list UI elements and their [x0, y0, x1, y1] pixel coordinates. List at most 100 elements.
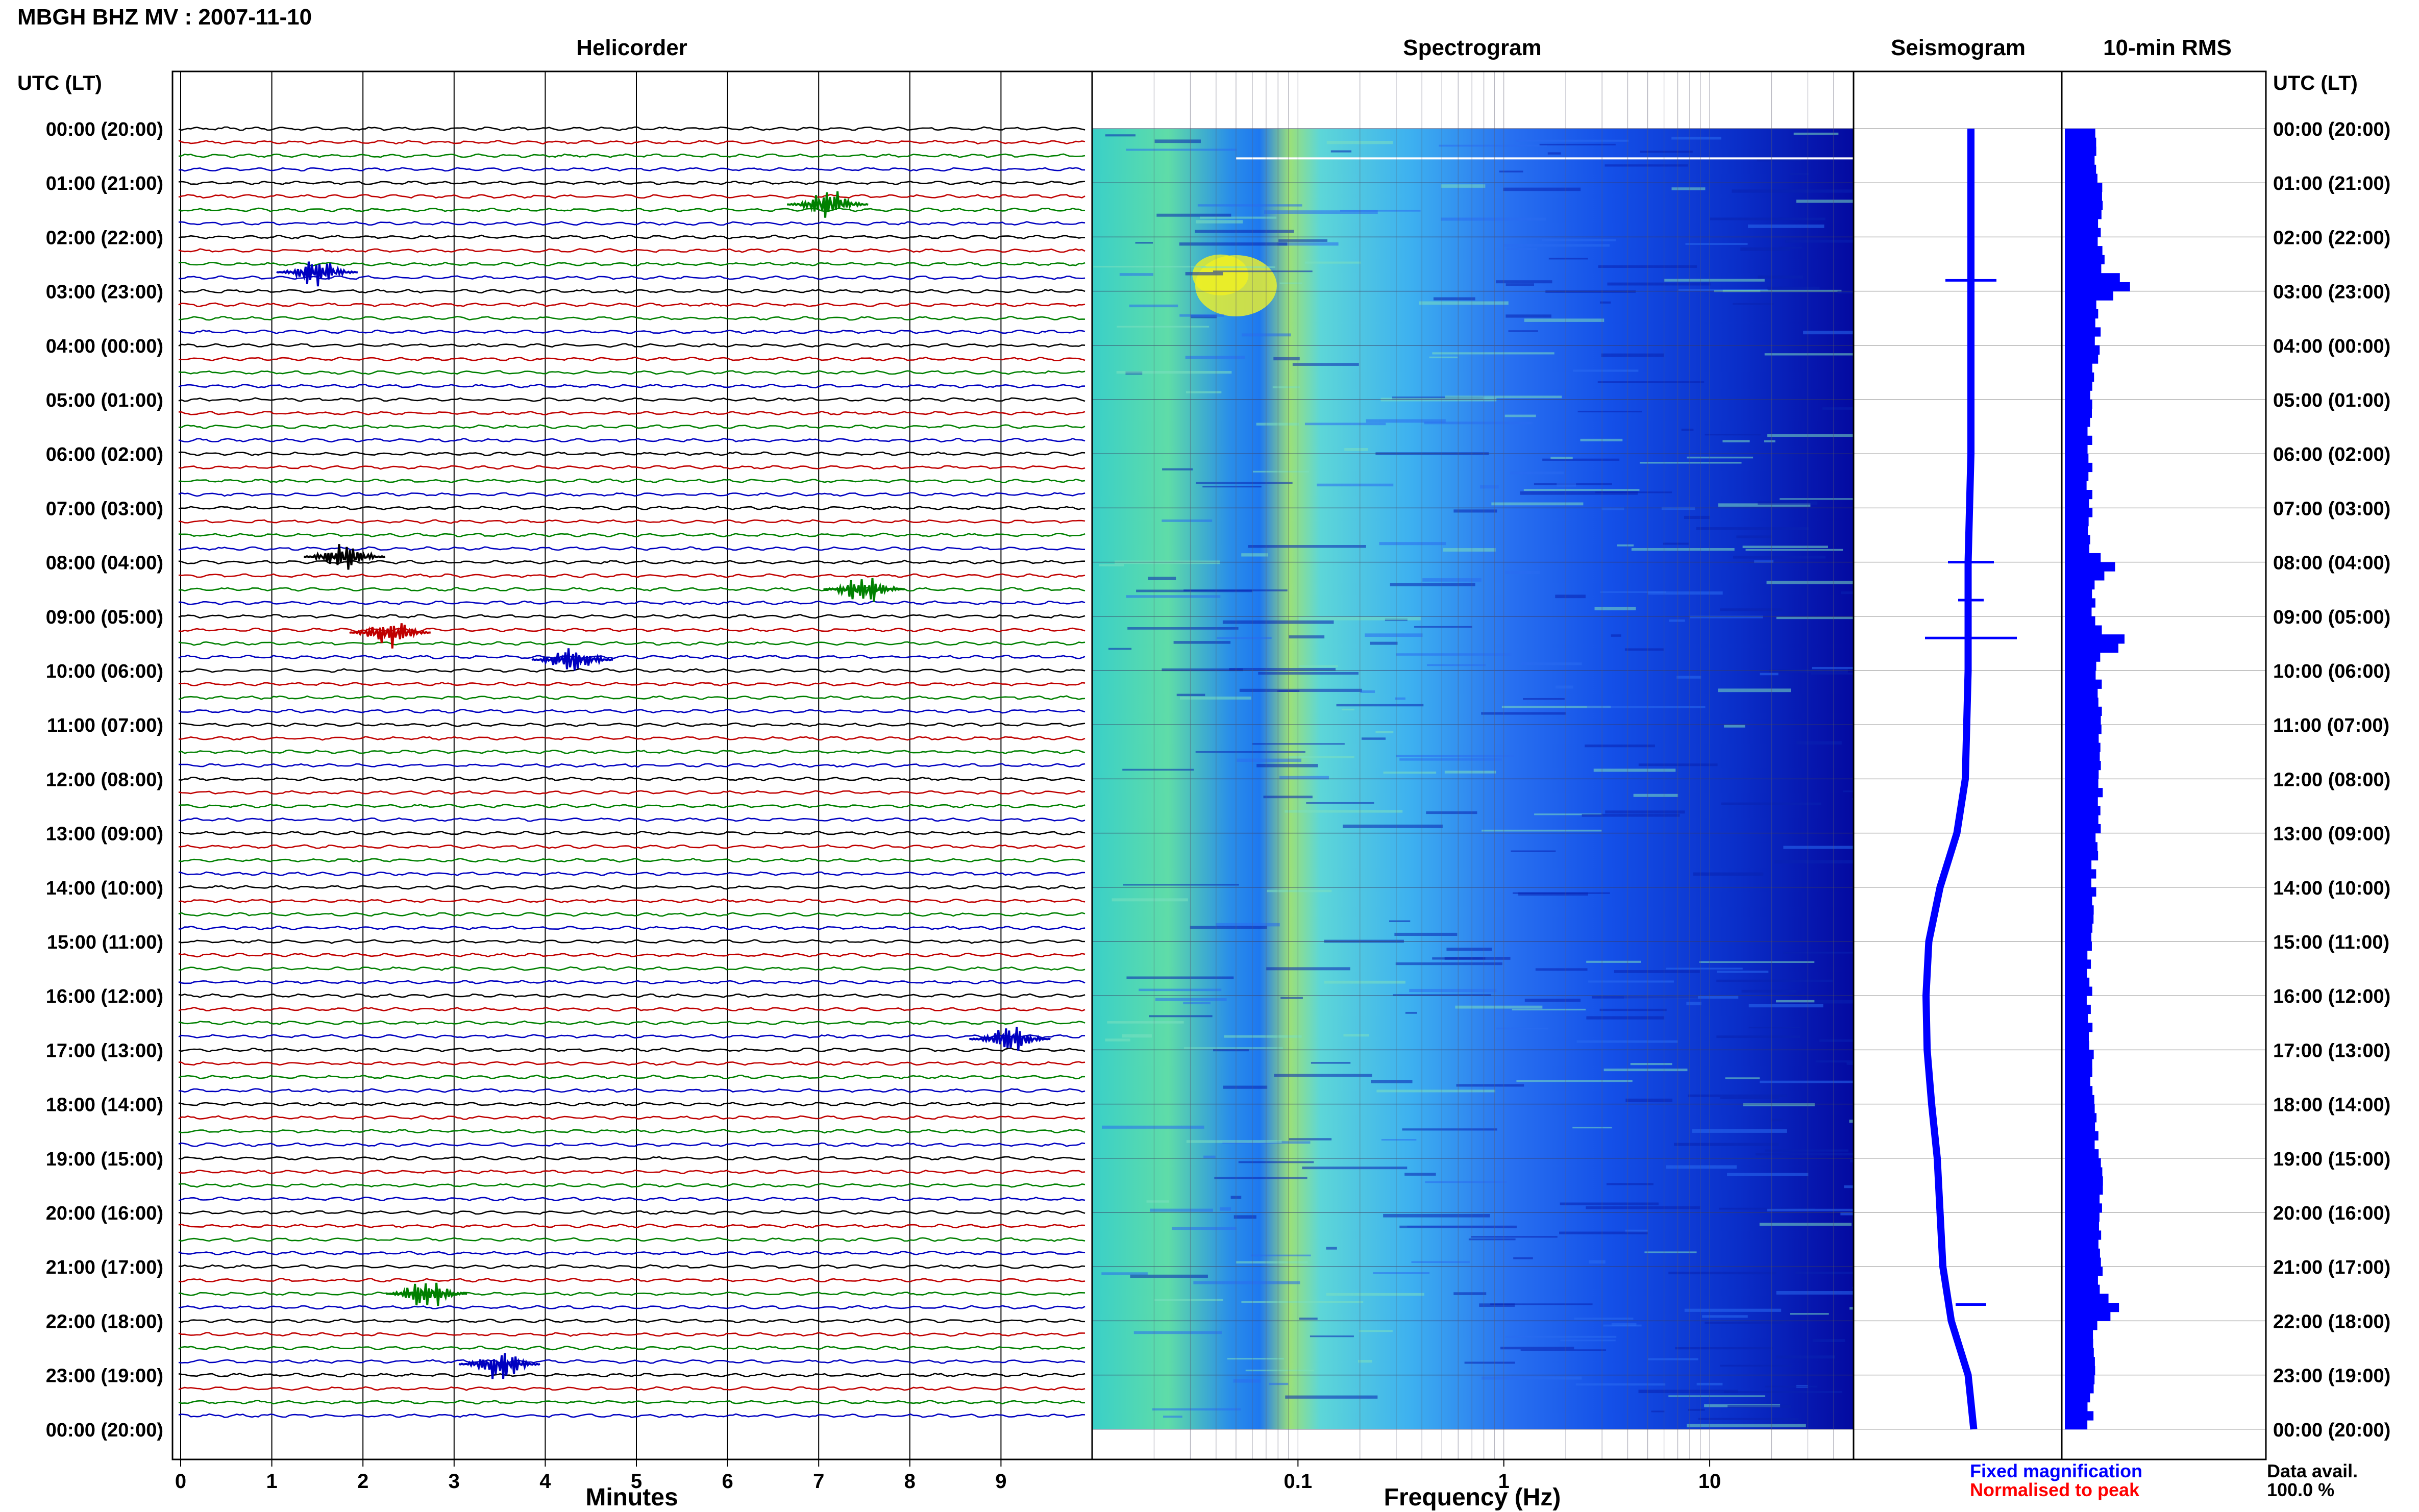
spectrogram-streak — [1803, 331, 1854, 335]
spectrogram-streak — [1427, 664, 1486, 666]
spectrogram-streak — [1743, 1103, 1815, 1106]
spectrogram-streak — [1764, 353, 1854, 356]
rms-bar — [2065, 390, 2090, 400]
spectrogram-streak — [1292, 363, 1359, 366]
time-label-right: 13:00 (09:00) — [2273, 824, 2390, 845]
spectrogram-streak — [1383, 771, 1437, 774]
spectrogram-streak — [1163, 1416, 1182, 1418]
rms-bar — [2065, 255, 2105, 264]
rms-bar — [2065, 490, 2092, 500]
spectrogram-streak — [1790, 173, 1809, 175]
rms-bar — [2065, 309, 2099, 319]
spectrogram-streak — [1796, 200, 1854, 203]
spectrogram-streak — [1559, 1231, 1648, 1234]
spectrogram-streak — [1180, 697, 1251, 700]
spectrogram-streak — [1241, 553, 1268, 557]
spectrogram-streak — [1696, 527, 1809, 530]
time-label-right: 10:00 (06:00) — [2273, 661, 2390, 682]
spectrogram-streak — [1468, 1238, 1516, 1241]
rms-bar — [2065, 1230, 2102, 1240]
rms-bar — [2065, 625, 2102, 635]
rms-bar — [2065, 481, 2087, 490]
spectrogram-streak — [1718, 688, 1791, 692]
spectrogram-streak — [1122, 769, 1194, 771]
rms-bar — [2065, 688, 2098, 698]
helicorder-trace — [178, 1413, 1085, 1418]
spectrogram-streak — [1139, 988, 1222, 992]
spectrogram-streak — [1239, 688, 1362, 692]
rms-bar — [2065, 291, 2113, 301]
spectrogram-streak — [1585, 745, 1655, 748]
rms-bar — [2065, 129, 2095, 138]
spectrogram-streak — [1684, 515, 1710, 519]
spectrogram-streak — [1252, 743, 1345, 745]
spectrogram-streak — [1190, 926, 1268, 929]
spectrogram-streak — [1766, 581, 1854, 584]
spectrogram-streak — [1640, 151, 1693, 153]
time-label-left: 20:00 (16:00) — [46, 1203, 163, 1224]
time-label-right: 21:00 (17:00) — [2273, 1257, 2390, 1278]
spectrogram-streak — [1732, 189, 1853, 193]
spectrogram-streak — [1414, 626, 1472, 628]
spectrogram-streak — [1513, 1257, 1533, 1259]
helicorder-trace — [178, 193, 1085, 199]
spectrogram-streak — [1705, 1322, 1785, 1324]
rms-bar — [2065, 1113, 2097, 1123]
spectrogram-streak — [1424, 422, 1533, 425]
time-label-right: 07:00 (03:00) — [2273, 498, 2390, 519]
spectrogram-streak — [1357, 1360, 1372, 1363]
helicorder-trace — [178, 343, 1085, 348]
helicorder-trace — [178, 1020, 1085, 1025]
rms-bar — [2065, 580, 2095, 590]
spectrogram-streak — [1504, 414, 1536, 417]
spectrogram-streak — [1586, 1206, 1701, 1209]
helicorder-trace — [178, 370, 1085, 375]
helicorder-event — [969, 1027, 1051, 1051]
spectrogram-streak — [1572, 1127, 1612, 1129]
rms-bar — [2065, 1420, 2088, 1430]
spectrogram-streak — [1156, 213, 1231, 217]
rms-bar — [2065, 237, 2098, 246]
spectrogram-streak — [1557, 483, 1576, 487]
spectrogram-streak — [1505, 314, 1551, 318]
spectrogram-streak — [1755, 1153, 1854, 1156]
rms-bar — [2065, 1384, 2094, 1394]
spectrogram-streak — [1534, 813, 1602, 815]
helicorder-title: Helicorder — [576, 35, 687, 60]
spectrogram-streak — [1844, 1185, 1854, 1188]
spectrogram-streak — [1759, 1080, 1854, 1083]
spectrogram-streak — [1725, 1077, 1760, 1079]
spectrogram-streak — [1783, 951, 1854, 954]
spectrogram-streak — [1542, 239, 1616, 241]
normalised-peak-legend: Normalised to peak — [1970, 1479, 2140, 1500]
rms-bar — [2065, 526, 2088, 535]
spectrogram-streak — [1422, 578, 1482, 582]
helicorder-trace — [178, 464, 1085, 470]
time-label-left: 19:00 (15:00) — [46, 1149, 163, 1170]
rms-bar — [2065, 1366, 2095, 1376]
spectrogram-streak — [1233, 1215, 1256, 1219]
time-label-right: 09:00 (05:00) — [2273, 607, 2390, 628]
helicorder-gridlines — [180, 71, 1002, 1459]
spectrogram-streak — [1685, 243, 1748, 245]
spectrogram-tick-label: 10 — [1698, 1470, 1721, 1493]
spectrogram-streak — [1279, 282, 1302, 285]
rms-bar — [2065, 1339, 2093, 1348]
spectrogram-streak — [1129, 304, 1178, 308]
spectrogram-streak — [1776, 1291, 1854, 1295]
spectrogram-streak — [1126, 595, 1221, 598]
rms-bar — [2065, 950, 2088, 960]
spectrogram-streak — [1722, 440, 1750, 442]
time-label-left: 22:00 (18:00) — [46, 1311, 163, 1332]
helicorder-trace — [178, 1318, 1085, 1323]
rms-bar — [2065, 1040, 2089, 1050]
spectrogram-streak — [1253, 470, 1309, 473]
spectrogram-streak — [1605, 810, 1685, 814]
spectrogram-streak — [1279, 776, 1329, 780]
spectrogram-streak — [1269, 1382, 1289, 1385]
helicorder-trace — [178, 1047, 1085, 1053]
rms-bar — [2065, 797, 2098, 806]
spectrogram-streak — [1716, 1035, 1800, 1038]
rms-bar — [2065, 381, 2092, 391]
